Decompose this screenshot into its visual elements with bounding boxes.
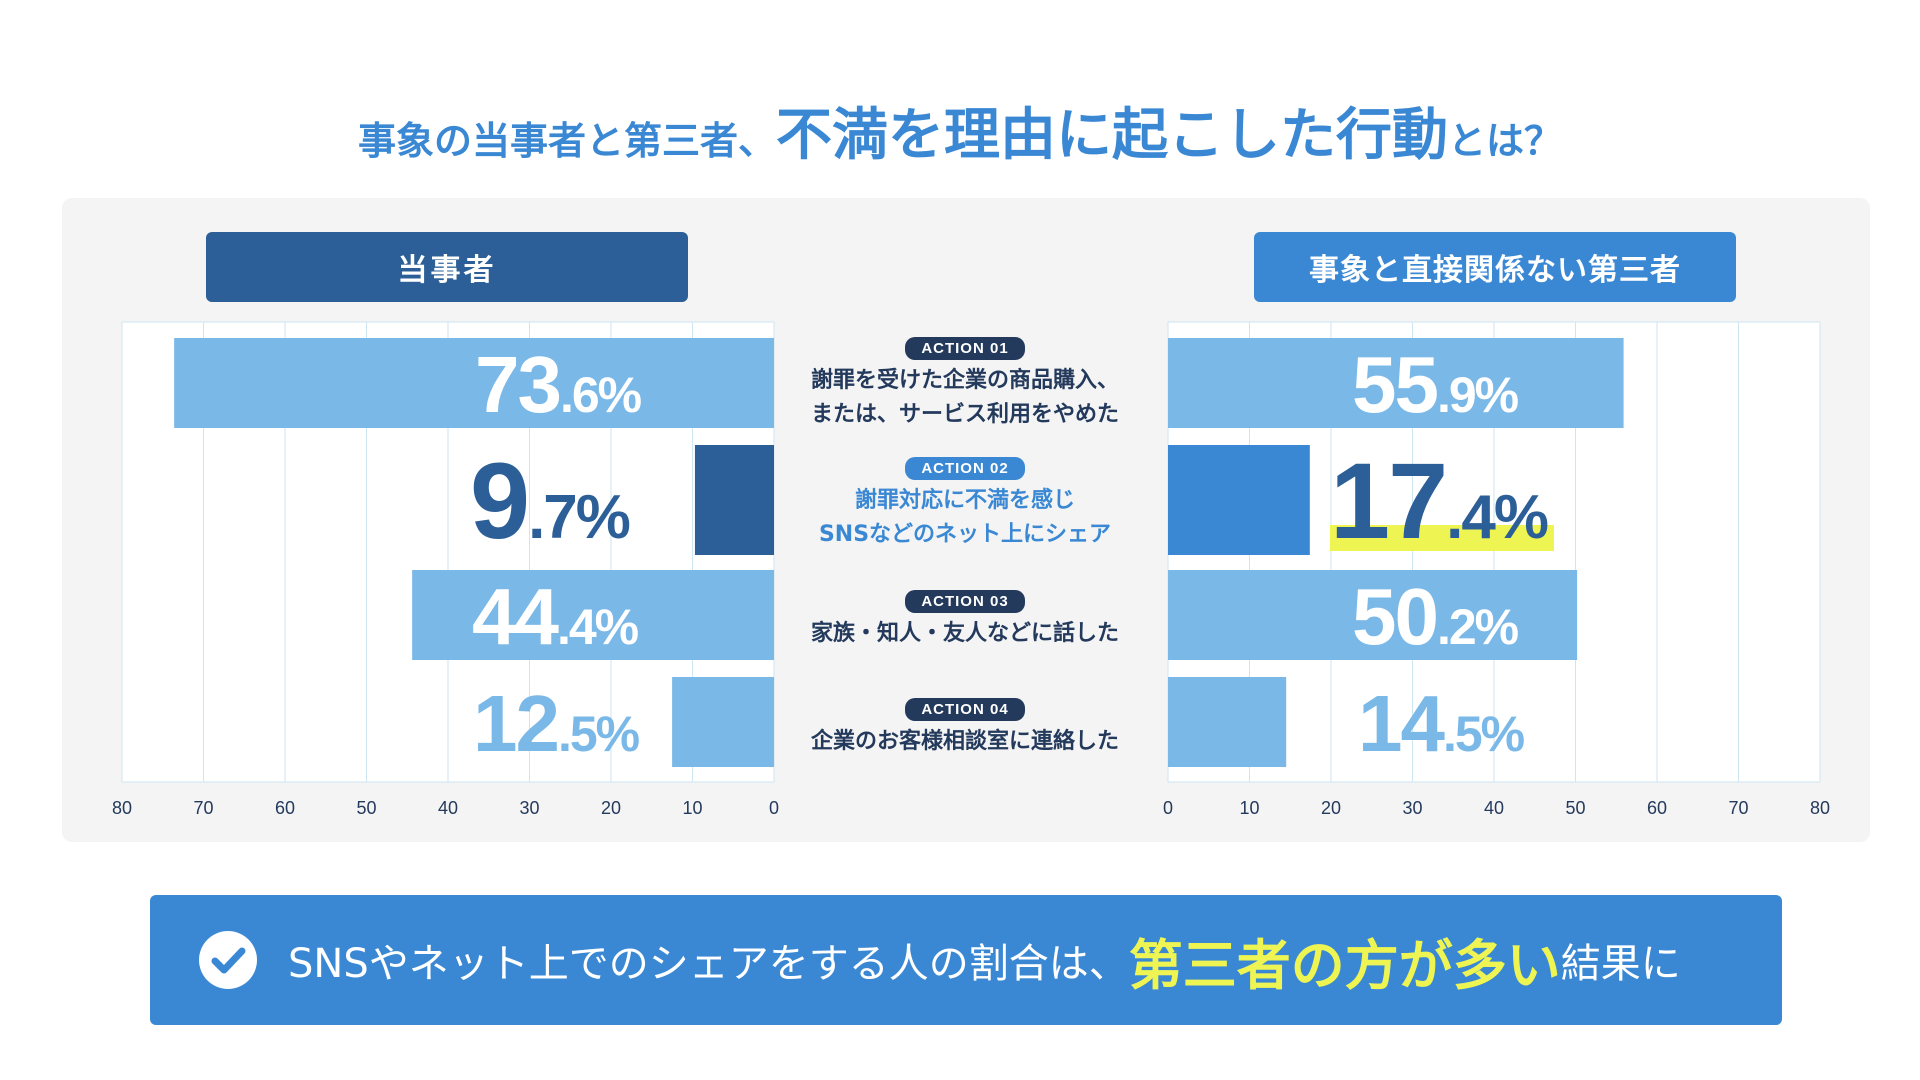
right-tick-label: 0 bbox=[1163, 798, 1173, 818]
title-part1: 事象の当事者と第三者、 bbox=[357, 119, 776, 163]
left-bar bbox=[672, 677, 774, 767]
left-value-label: 44.4% bbox=[472, 577, 639, 657]
left-value-decimal: .7% bbox=[528, 483, 631, 552]
action-item: ACTION 03 家族・知人・友人などに話した bbox=[790, 590, 1140, 651]
right-bar bbox=[1168, 677, 1287, 767]
right-tick-label: 50 bbox=[1565, 798, 1585, 818]
action-badge: ACTION 04 bbox=[905, 698, 1025, 721]
left-tick-label: 0 bbox=[769, 798, 779, 818]
left-tick-label: 40 bbox=[438, 798, 458, 818]
right-value-integer: 14 bbox=[1358, 679, 1445, 768]
right-value-decimal: .9% bbox=[1436, 367, 1519, 423]
left-bar bbox=[412, 570, 774, 660]
action-label: 家族・知人・友人などに話した bbox=[810, 621, 1119, 646]
right-value-integer: 50 bbox=[1352, 572, 1439, 661]
left-header: 当事者 bbox=[206, 232, 688, 302]
left-value-integer: 73 bbox=[475, 340, 562, 429]
left-value-decimal: .5% bbox=[557, 706, 640, 762]
action-badge: ACTION 01 bbox=[905, 337, 1025, 360]
right-bar bbox=[1168, 338, 1624, 428]
right-tick-label: 40 bbox=[1484, 798, 1504, 818]
right-tick-label: 80 bbox=[1810, 798, 1830, 818]
left-value-integer: 9 bbox=[470, 440, 530, 561]
action-item: ACTION 04 企業のお客様相談室に連絡した bbox=[790, 698, 1140, 759]
left-tick-label: 80 bbox=[112, 798, 132, 818]
left-tick-label: 10 bbox=[682, 798, 702, 818]
right-value-label: 14.5% bbox=[1358, 684, 1525, 764]
left-value-label: 12.5% bbox=[473, 684, 640, 764]
right-tick-label: 10 bbox=[1239, 798, 1259, 818]
title-part2: 不満を理由に起こした行動 bbox=[776, 103, 1448, 168]
right-value-decimal: .5% bbox=[1442, 706, 1525, 762]
right-value-decimal: .2% bbox=[1436, 599, 1519, 655]
left-tick-label: 20 bbox=[601, 798, 621, 818]
action-item: ACTION 02 謝罪対応に不満を感じ SNSなどのネット上にシェア bbox=[790, 457, 1140, 552]
title-part3: とは？ bbox=[1448, 119, 1563, 163]
left-tick-label: 70 bbox=[193, 798, 213, 818]
right-value-integer: 17 bbox=[1330, 440, 1448, 561]
left-bar bbox=[174, 338, 774, 428]
right-tick-label: 70 bbox=[1728, 798, 1748, 818]
action-badge: ACTION 02 bbox=[905, 457, 1025, 480]
right-value-decimal: .4% bbox=[1446, 483, 1549, 552]
left-value-decimal: .6% bbox=[559, 367, 642, 423]
right-value-label: 17.4% bbox=[1330, 447, 1549, 555]
action-label: 企業のお客様相談室に連絡した bbox=[810, 729, 1119, 754]
left-tick-label: 30 bbox=[519, 798, 539, 818]
right-bar bbox=[1168, 570, 1578, 660]
left-value-decimal: .4% bbox=[556, 599, 639, 655]
right-header: 事象と直接関係ない第三者 bbox=[1254, 232, 1736, 302]
right-value-highlight bbox=[1330, 525, 1554, 551]
right-value-integer: 55 bbox=[1352, 340, 1439, 429]
left-tick-label: 50 bbox=[356, 798, 376, 818]
check-circle-icon bbox=[199, 931, 257, 989]
right-value-label: 55.9% bbox=[1352, 345, 1519, 425]
left-value-label: 73.6% bbox=[475, 345, 642, 425]
left-value-integer: 12 bbox=[473, 679, 560, 768]
left-tick-label: 60 bbox=[275, 798, 295, 818]
conclusion-banner: SNSやネット上でのシェアをする人の割合は、 第三者の方が多い 結果に bbox=[150, 895, 1782, 1025]
conclusion-highlight: 第三者の方が多い bbox=[1128, 933, 1561, 997]
right-tick-label: 60 bbox=[1647, 798, 1667, 818]
right-tick-label: 20 bbox=[1321, 798, 1341, 818]
conclusion-part3: 結果に bbox=[1560, 941, 1681, 987]
action-badge: ACTION 03 bbox=[905, 590, 1025, 613]
right-tick-label: 30 bbox=[1402, 798, 1422, 818]
right-bar bbox=[1168, 445, 1310, 555]
right-value-label: 50.2% bbox=[1352, 577, 1519, 657]
conclusion-text: SNSやネット上でのシェアをする人の割合は、 第三者の方が多い 結果に bbox=[288, 895, 1681, 1025]
left-value-label: 9.7% bbox=[470, 447, 631, 555]
left-value-integer: 44 bbox=[472, 572, 559, 661]
action-item: ACTION 01 謝罪を受けた企業の商品購入、 または、サービス利用をやめた bbox=[790, 337, 1140, 432]
page-title: 事象の当事者と第三者、不満を理由に起こした行動とは？ bbox=[0, 90, 1920, 171]
action-label: 謝罪対応に不満を感じ SNSなどのネット上にシェア bbox=[818, 488, 1112, 547]
conclusion-part1: SNSやネット上でのシェアをする人の割合は、 bbox=[288, 941, 1129, 987]
left-bar bbox=[694, 445, 774, 555]
action-label: 謝罪を受けた企業の商品購入、 または、サービス利用をやめた bbox=[810, 368, 1119, 427]
